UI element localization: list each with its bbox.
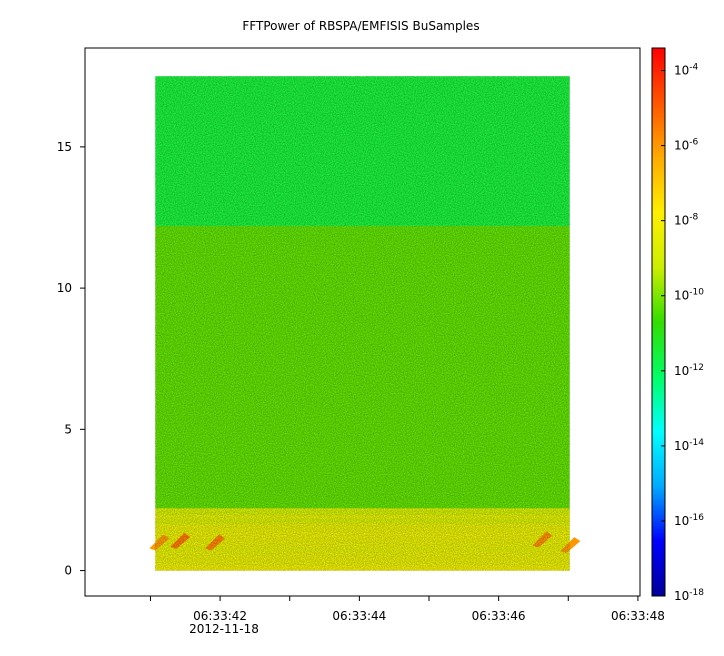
y-tick-label: 0 <box>64 564 72 578</box>
colorbar-tick-label: 10-4 <box>674 63 699 78</box>
x-axis: 06:33:42 06:33:44 06:33:46 06:33:48 <box>149 596 665 623</box>
colorbar-tick-label: 10-6 <box>674 138 699 153</box>
x-tick-label: 06:33:46 <box>472 609 526 623</box>
x-tick-label: 06:33:42 <box>193 609 247 623</box>
chart-title: FFTPower of RBSPA/EMFISIS BuSamples <box>242 19 479 33</box>
colorbar-tick-label: 10-8 <box>674 213 699 228</box>
colorbar-axis: 10-4 10-6 10-8 10-10 10-12 10-14 10-16 10-18 <box>661 63 704 603</box>
heatmap-texture-light <box>155 76 570 571</box>
colorbar-tick-label: 10-16 <box>674 513 704 528</box>
colorbar-tick-label: 10-18 <box>674 588 704 603</box>
y-tick-label: 10 <box>57 281 72 295</box>
x-tick-label: 06:33:48 <box>611 609 665 623</box>
y-tick-label: 15 <box>57 140 72 154</box>
y-tick-label: 5 <box>64 422 72 436</box>
colorbar-tick-label: 10-14 <box>674 438 704 453</box>
colorbar-tick-label: 10-10 <box>674 288 704 303</box>
colorbar <box>651 47 666 597</box>
x-tick-label: 06:33:44 <box>332 609 386 623</box>
x-date-label: 2012-11-18 <box>189 622 259 636</box>
heatmap-area <box>149 76 581 571</box>
y-axis: 0 5 10 15 <box>57 140 85 578</box>
colorbar-tick-label: 10-12 <box>674 363 704 378</box>
